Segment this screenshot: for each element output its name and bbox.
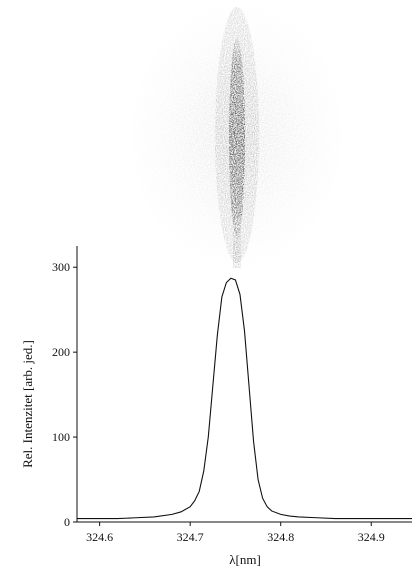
x-tick-label: 324.9 (358, 530, 385, 544)
y-tick-label: 300 (52, 260, 70, 274)
axes (77, 246, 412, 522)
y-axis-ticks: 0 100 200 300 (52, 260, 77, 529)
spectral-line-photograph (127, 0, 347, 270)
y-tick-label: 100 (52, 430, 70, 444)
x-tick-label: 324.8 (267, 530, 294, 544)
y-axis-label: Rel. Intenzitet [arb. jed.] (20, 340, 35, 468)
photo-tail (233, 228, 241, 268)
photo-line-core (229, 38, 245, 238)
series-line (77, 278, 412, 518)
x-tick-label: 324.6 (86, 530, 113, 544)
x-tick-label: 324.7 (177, 530, 204, 544)
plot-area: 324.6 324.7 324.8 324.9 0 100 200 300 λ[nm] Re… (20, 246, 412, 567)
y-tick-label: 200 (52, 345, 70, 359)
x-axis-label: λ[nm] (229, 552, 261, 567)
y-tick-label: 0 (64, 515, 70, 529)
x-axis-ticks: 324.6 324.7 324.8 324.9 (86, 522, 385, 544)
